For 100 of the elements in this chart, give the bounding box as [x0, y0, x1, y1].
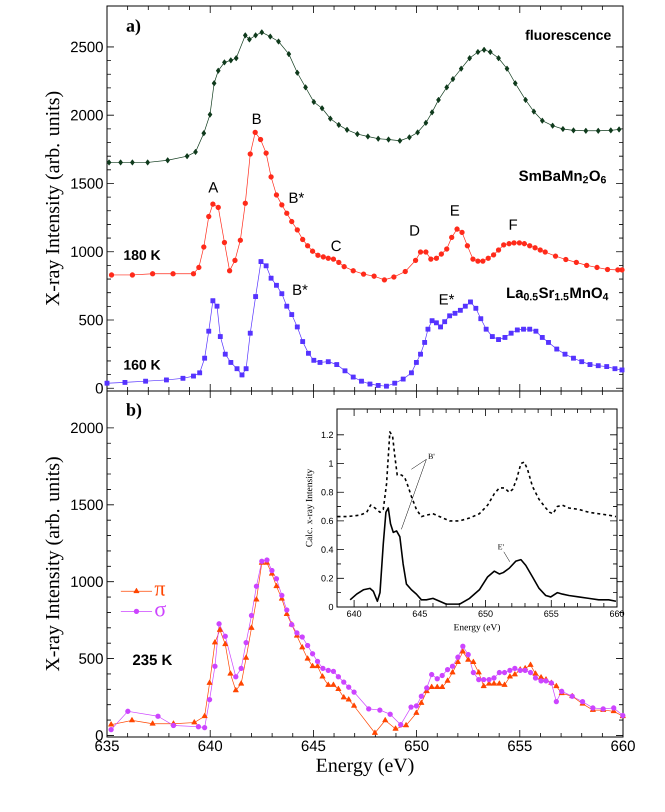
annotation: B*: [293, 284, 308, 295]
annotation: La$_{0.5}$Sr$_{1.5}$MnO$_{4}$: [507, 288, 608, 300]
point: [584, 128, 588, 134]
point: [320, 105, 324, 112]
annotation: B*: [290, 192, 304, 203]
series-label: 180 K: [124, 250, 160, 260]
point: [268, 34, 273, 40]
point: [208, 112, 212, 118]
point: [193, 149, 198, 155]
text: b): [126, 403, 142, 420]
x-tick-label: 660: [611, 740, 635, 752]
point: [295, 70, 300, 76]
point: [532, 108, 536, 114]
y-axis-title: Calc. x-ray Intensity: [306, 468, 314, 547]
x-tick-label: 650: [478, 610, 493, 617]
point: [253, 32, 258, 38]
point: [260, 29, 264, 36]
point: [512, 80, 518, 86]
text: fluorescence: [525, 30, 611, 40]
y-tick-label: 1000: [71, 576, 103, 587]
annotation: F: [510, 220, 518, 230]
x-tick-label: 640: [347, 610, 362, 617]
x-tick-label: 645: [412, 610, 427, 617]
y-tick-label: 0.8: [321, 489, 334, 496]
point: [312, 99, 316, 105]
y-tick-label: 2500: [70, 42, 103, 52]
y-tick-label: 2000: [70, 110, 103, 120]
point: [571, 127, 576, 134]
annotation: 235 K: [132, 654, 172, 666]
annotation: C: [331, 240, 341, 252]
point: [540, 118, 545, 124]
point: [482, 46, 486, 53]
annotation: E*: [440, 294, 454, 304]
point: [444, 84, 450, 90]
point: [560, 126, 566, 132]
point: [436, 96, 441, 103]
x-tick-label: 645: [302, 740, 326, 752]
point: [407, 134, 412, 140]
y-axis-title: X-ray Intensity (arb. units): [45, 92, 64, 306]
y-tick-label: 500: [79, 653, 103, 664]
point: [450, 76, 456, 82]
point: [496, 55, 501, 62]
point: [303, 84, 308, 90]
point: [212, 80, 216, 86]
point: [247, 36, 252, 42]
point: [222, 59, 227, 66]
y-tick-label: 0.6: [321, 518, 334, 524]
point: [415, 129, 420, 136]
point: [430, 109, 434, 116]
annotation: D: [410, 225, 420, 236]
point: [184, 153, 190, 160]
x-axis-title: Energy (eV): [454, 624, 500, 632]
point: [234, 55, 238, 62]
point: [596, 128, 601, 134]
point: [424, 120, 428, 126]
x-tick-label: 655: [544, 610, 558, 617]
y-tick-label: 1500: [71, 500, 103, 510]
point: [523, 96, 528, 103]
point: [165, 157, 170, 164]
legend-label: π: [154, 585, 166, 596]
x-axis-title: Energy (eV): [316, 758, 414, 776]
point: [118, 160, 123, 166]
point: [366, 134, 370, 140]
text: a): [126, 19, 140, 36]
point: [550, 122, 555, 129]
y-tick-label: 500: [79, 314, 103, 326]
legend-label: σ: [155, 605, 166, 616]
point: [355, 131, 360, 137]
y-tick-label: 1: [329, 460, 334, 467]
point: [328, 116, 333, 122]
y-tick-label: 2000: [70, 422, 103, 434]
point: [130, 160, 135, 166]
y-tick-label: 1.2: [322, 432, 334, 438]
y-tick-label: 1000: [71, 246, 103, 258]
point: [276, 38, 281, 44]
point: [216, 68, 221, 74]
point: [476, 49, 480, 55]
point: [344, 126, 350, 133]
point: [398, 138, 402, 144]
point: [228, 57, 234, 64]
point: [106, 160, 112, 166]
series-label: 160 K: [124, 360, 160, 370]
x-tick-label: 640: [198, 740, 222, 752]
point: [616, 126, 622, 132]
point: [504, 66, 510, 72]
y-tick-label: 0: [96, 382, 103, 394]
point: [608, 127, 614, 134]
point: [202, 130, 206, 136]
point: [243, 32, 248, 38]
annotation: SmBaMn$_{2}$O$_{6}$: [519, 170, 606, 184]
x-tick-label: 635: [95, 740, 119, 752]
y-tick-label: 0.4: [321, 546, 334, 553]
point: [386, 136, 391, 142]
point: [145, 160, 150, 166]
annotation: A: [208, 182, 218, 192]
point: [286, 51, 292, 57]
annotation: B: [252, 114, 261, 124]
y-tick-label: 0: [328, 604, 334, 610]
annotation: E: [451, 205, 460, 216]
y-tick-label: 0.2: [321, 575, 334, 582]
